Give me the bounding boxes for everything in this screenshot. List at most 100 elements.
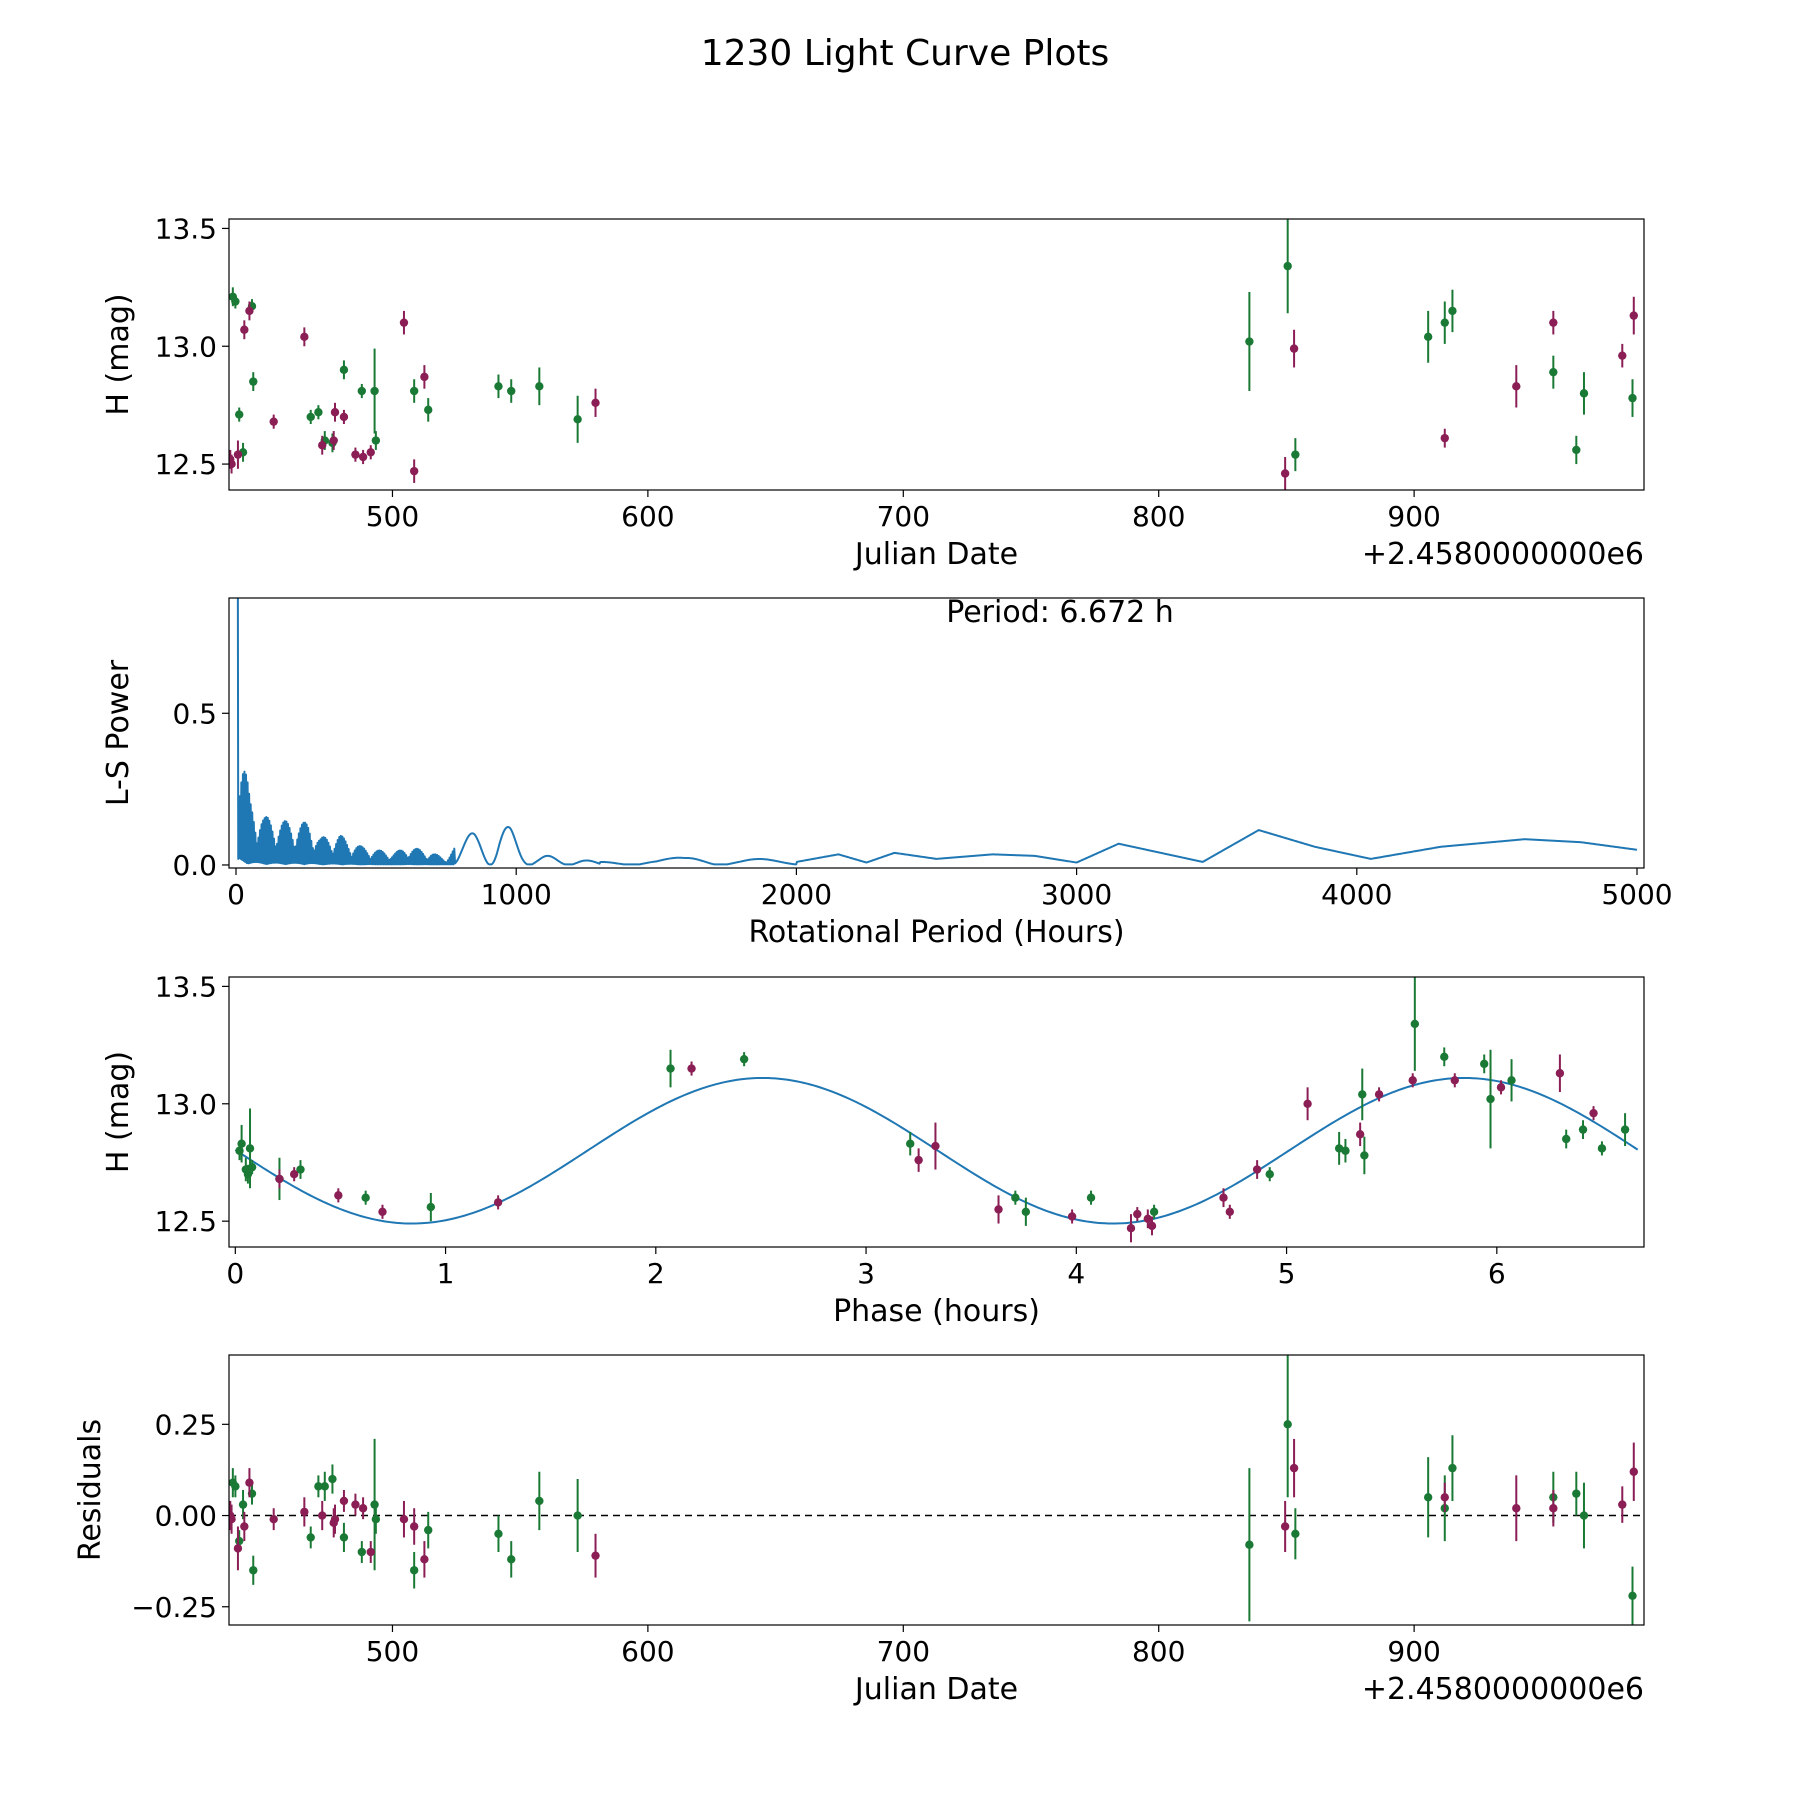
phased-purple-point xyxy=(1147,1221,1157,1231)
residuals-green-point xyxy=(573,1511,582,1520)
phased-green-point xyxy=(1507,1076,1516,1085)
phased-green-point xyxy=(237,1139,246,1148)
residuals-x-tick-label: 700 xyxy=(877,1635,930,1668)
phased-purple-point xyxy=(289,1170,299,1179)
residuals-green-point xyxy=(231,1482,240,1491)
residuals-green-point xyxy=(371,1514,381,1524)
residuals-green-point xyxy=(320,1482,329,1491)
lightcurve-panel: 500 600 700 800 900 12.5 13.0 13.5 Julian Date… xyxy=(101,212,1645,572)
lightcurve-x-offset-label: +2.4580000000e6 xyxy=(1362,537,1644,572)
phased-green-point xyxy=(906,1139,915,1148)
lightcurve-green-point xyxy=(235,410,244,419)
residuals-purple-point xyxy=(339,1496,349,1506)
phased-y-tick-label: 12.5 xyxy=(155,1205,217,1238)
residuals-green-point xyxy=(249,1566,258,1575)
phased-purple-point xyxy=(1133,1209,1142,1219)
phased-purple-point xyxy=(1555,1069,1565,1078)
residuals-x-offset-label: +2.4580000000e6 xyxy=(1362,1672,1644,1707)
phased-green-point xyxy=(1410,1019,1420,1029)
lightcurve-x-tick-label: 600 xyxy=(621,500,674,533)
lightcurve-green-point xyxy=(1628,393,1637,403)
residuals-axes-frame xyxy=(228,1354,1645,1626)
residuals-purple-point xyxy=(591,1551,600,1560)
periodogram-x-tick-label: 1000 xyxy=(481,878,552,911)
residuals-purple-point xyxy=(1512,1504,1521,1513)
residuals-green-point xyxy=(507,1555,516,1564)
residuals-green-point xyxy=(370,1500,379,1509)
lightcurve-x-tick-label: 700 xyxy=(877,500,930,533)
lightcurve-purple-point xyxy=(229,459,236,469)
residuals-green-point xyxy=(1283,1420,1292,1429)
residuals-purple-point xyxy=(1289,1463,1299,1473)
periodogram-panel: 0 1000 2000 3000 4000 5000 0.0 0.5 Rotational … xyxy=(101,595,1673,950)
phased-x-tick-label: 3 xyxy=(857,1257,875,1290)
phased-green-point xyxy=(1086,1193,1096,1202)
periodogram-x-tick-label: 4000 xyxy=(1321,878,1392,911)
phased-green-point xyxy=(426,1202,436,1212)
lightcurve-green-point xyxy=(306,412,315,422)
residuals-purple-point xyxy=(300,1507,309,1517)
residuals-x-ticks: 500 600 700 800 900 xyxy=(366,1625,1441,1668)
periodogram-y-ticks: 0.0 0.5 xyxy=(172,697,229,882)
lightcurve-green-point xyxy=(370,386,379,396)
phased-purple-point xyxy=(1450,1076,1459,1085)
lightcurve-green-point xyxy=(357,386,367,396)
lightcurve-y-tick-label: 13.0 xyxy=(155,330,217,363)
lightcurve-y-tick-label: 13.5 xyxy=(155,212,217,245)
phased-green-point xyxy=(361,1193,370,1202)
periodogram-x-label: Rotational Period (Hours) xyxy=(748,915,1124,950)
lightcurve-green-point xyxy=(573,415,582,424)
lightcurve-green-point xyxy=(409,386,419,396)
lightcurve-green-point xyxy=(314,408,323,417)
phased-purple-point xyxy=(493,1198,503,1207)
lightcurve-purple-point xyxy=(420,372,429,382)
periodogram-x-ticks: 0 1000 2000 3000 4000 5000 xyxy=(227,868,1673,911)
lightcurve-purple-point xyxy=(409,466,419,476)
lightcurve-green-point xyxy=(1572,445,1581,455)
residuals-green-point xyxy=(1291,1529,1300,1538)
lightcurve-green-point xyxy=(1283,261,1292,271)
phased-green-point xyxy=(1011,1193,1020,1202)
phased-purple-point xyxy=(378,1207,387,1216)
phased-green-point xyxy=(1149,1207,1159,1216)
lightcurve-purple-point xyxy=(329,436,338,445)
residuals-green-point xyxy=(494,1529,503,1538)
residuals-green-point xyxy=(357,1547,367,1557)
residuals-green-point xyxy=(339,1533,349,1542)
lightcurve-purple-point xyxy=(1549,318,1558,327)
lightcurve-x-tick-label: 800 xyxy=(1132,500,1185,533)
phased-y-ticks: 12.5 13.0 13.5 xyxy=(155,970,229,1238)
phased-purple-point xyxy=(1355,1130,1365,1139)
phased-green-point xyxy=(1480,1059,1489,1069)
periodogram-line xyxy=(236,598,1638,866)
lightcurve-x-label: Julian Date xyxy=(853,537,1018,572)
lightcurve-green-point xyxy=(507,386,516,396)
residuals-x-tick-label: 800 xyxy=(1132,1635,1185,1668)
phased-purple-point xyxy=(931,1141,940,1151)
phased-green-point xyxy=(1021,1207,1031,1216)
phased-plot-area xyxy=(234,977,1639,1243)
lightcurve-purple-point xyxy=(1618,351,1627,360)
phased-purple-point xyxy=(1126,1224,1136,1233)
phased-green-point xyxy=(1360,1151,1369,1160)
residuals-green-point xyxy=(535,1496,544,1506)
phased-purple-point xyxy=(1067,1212,1077,1221)
residuals-green-point xyxy=(235,1536,244,1546)
residuals-purple-point xyxy=(420,1555,429,1564)
residuals-purple-point xyxy=(1440,1493,1449,1502)
lightcurve-purple-point xyxy=(339,412,349,422)
periodogram-plot-area xyxy=(236,598,1638,866)
residuals-green-point xyxy=(1628,1591,1637,1601)
residuals-purple-point xyxy=(409,1522,419,1531)
phased-purple-point xyxy=(914,1155,923,1165)
lightcurve-purple-point xyxy=(399,318,409,327)
lightcurve-purple-point xyxy=(1629,311,1638,320)
lightcurve-purple-point xyxy=(1280,469,1290,478)
lightcurve-purple-point xyxy=(269,417,278,426)
residuals-green-point xyxy=(424,1525,433,1535)
lightcurve-plot-area xyxy=(229,219,1638,490)
period-annotation: Period: 6.672 h xyxy=(946,595,1174,630)
phased-green-point xyxy=(1486,1094,1495,1104)
residuals-y-label: Residuals xyxy=(73,1419,108,1561)
